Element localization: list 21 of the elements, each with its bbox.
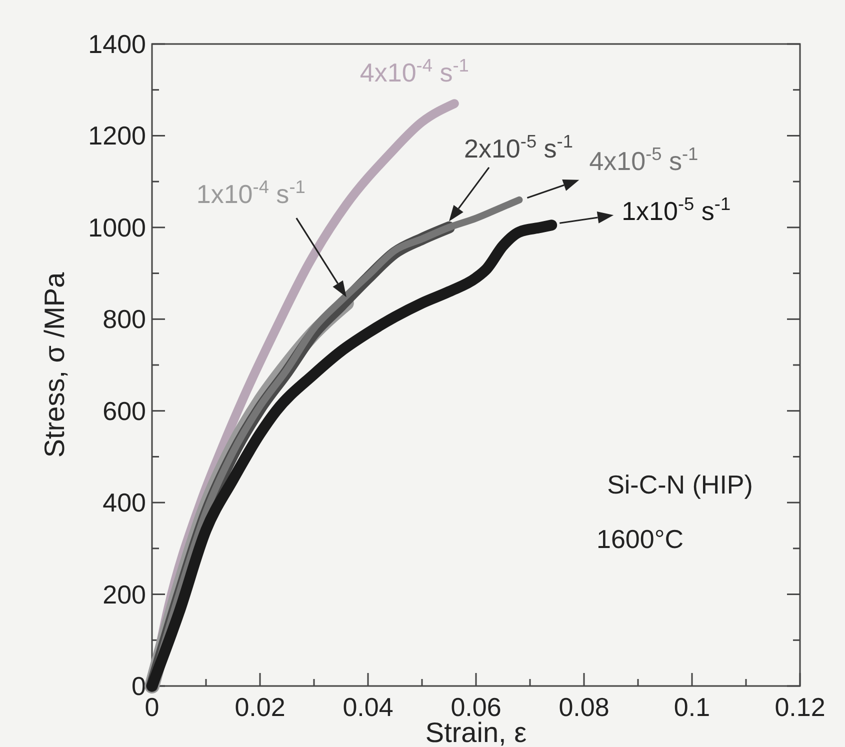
x-tick-label: 0.02 — [234, 692, 286, 722]
annotation: 1600°C — [596, 524, 684, 554]
y-tick-label: 200 — [102, 579, 146, 610]
y-tick-label: 800 — [102, 304, 146, 334]
x-tick-label: 0.04 — [342, 692, 394, 722]
annotation: Si-C-N (HIP) — [607, 469, 753, 500]
text: 4x10$^{-5}$ s$^{-1}$ — [589, 144, 698, 176]
x-tick-label: 0.08 — [558, 692, 610, 722]
y-tick-label: 1000 — [88, 212, 146, 242]
y-tick-label: 1400 — [88, 29, 146, 59]
x-tick-label: 0.1 — [674, 692, 710, 722]
y-tick-label: 400 — [102, 488, 146, 518]
y-tick-label: 0 — [132, 671, 146, 701]
y-axis-title: Stress, σ /MPa — [39, 272, 70, 458]
x-tick-label: 0.12 — [774, 692, 826, 722]
legend-label: 1x10$^{-5}$ s$^{-1}$ — [622, 194, 731, 226]
y-tick-label: 600 — [102, 396, 146, 426]
text: 1x10$^{-4}$ s$^{-1}$ — [196, 177, 306, 210]
y-tick-label: 1200 — [88, 120, 146, 151]
text: 2x10$^{-5}$ s$^{-1}$ — [464, 131, 573, 164]
series-label: 4x10$^{-4}$ s$^{-1}$ — [360, 56, 469, 88]
